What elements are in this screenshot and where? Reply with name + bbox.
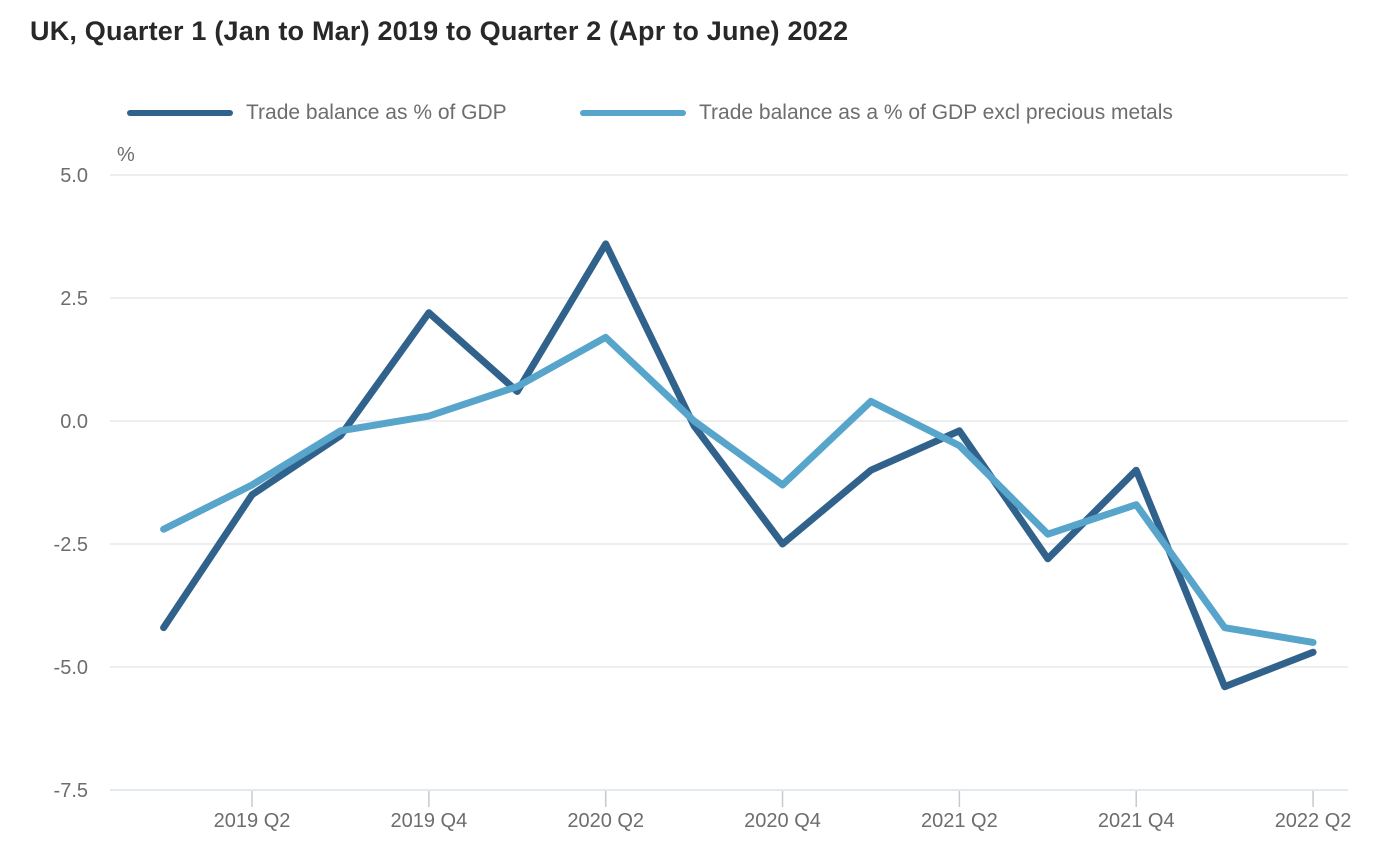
legend-label-gdp-excl-metals: Trade balance as a % of GDP excl preciou…: [699, 101, 1173, 124]
x-tick-label: 2019 Q4: [390, 810, 467, 832]
y-tick-label: -5.0: [54, 657, 88, 679]
series-line-gdp-excl-precious-metals: [160, 333, 1317, 646]
x-tick-label: 2020 Q2: [567, 810, 644, 832]
legend-label-gdp: Trade balance as % of GDP: [246, 101, 507, 124]
x-tick-label: 2021 Q4: [1098, 810, 1175, 832]
legend-item-gdp: Trade balance as % of GDP: [127, 100, 507, 126]
y-tick-label: -7.5: [54, 780, 88, 802]
legend-swatch-gdp-excl-metals: [580, 110, 686, 116]
series-line-gdp: [160, 240, 1317, 691]
y-tick-label: -2.5: [54, 534, 88, 556]
y-tick-label: 5.0: [60, 165, 88, 187]
y-tick-label: 0.0: [60, 411, 88, 433]
chart-legend: Trade balance as % of GDP Trade balance …: [0, 100, 1392, 126]
legend-swatch-gdp: [127, 110, 233, 116]
x-tick-label: 2021 Q2: [921, 810, 998, 832]
x-tick-label: 2022 Q2: [1275, 810, 1352, 832]
y-tick-label: 2.5: [60, 288, 88, 310]
chart-title: UK, Quarter 1 (Jan to Mar) 2019 to Quart…: [30, 16, 849, 46]
x-tick-label: 2020 Q4: [744, 810, 821, 832]
legend-item-gdp-excl-metals: Trade balance as a % of GDP excl preciou…: [580, 100, 1173, 126]
x-tick-label: 2019 Q2: [214, 810, 291, 832]
y-axis-unit-label: %: [117, 144, 135, 166]
